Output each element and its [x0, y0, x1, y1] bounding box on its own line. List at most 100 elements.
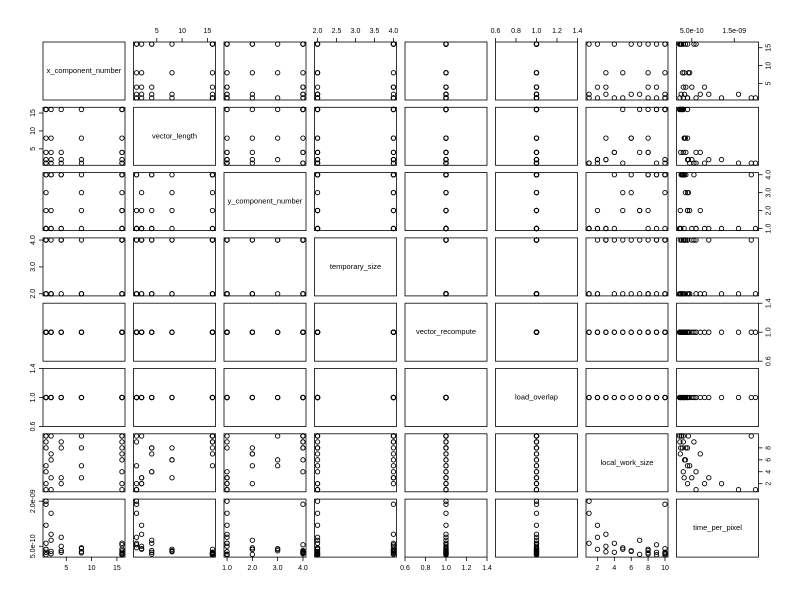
- point: [133, 41, 140, 47]
- point: [701, 329, 708, 335]
- point: [748, 394, 754, 401]
- point: [149, 549, 155, 555]
- panel: [223, 41, 307, 101]
- point: [685, 156, 692, 163]
- point: [138, 189, 145, 196]
- point: [149, 451, 155, 457]
- point: [58, 149, 64, 156]
- point: [628, 41, 634, 47]
- point: [275, 394, 281, 401]
- point: [685, 433, 692, 439]
- point: [443, 537, 449, 543]
- point: [138, 41, 145, 47]
- point: [687, 463, 693, 469]
- point: [390, 160, 397, 166]
- point: [611, 291, 617, 297]
- point: [662, 225, 668, 232]
- point: [249, 463, 255, 469]
- point: [603, 135, 609, 141]
- point: [78, 291, 85, 297]
- point: [637, 149, 643, 156]
- point: [43, 463, 49, 469]
- point: [603, 225, 609, 232]
- point: [209, 551, 216, 558]
- point: [594, 160, 601, 166]
- point: [594, 546, 601, 552]
- point: [620, 189, 626, 196]
- point: [249, 537, 255, 543]
- point: [58, 547, 64, 554]
- point: [701, 225, 708, 232]
- y-tick-label: 4.0: [30, 235, 37, 245]
- point: [43, 237, 49, 243]
- point: [58, 160, 64, 166]
- point: [443, 522, 449, 528]
- point: [533, 445, 540, 451]
- point: [314, 329, 321, 335]
- point: [701, 84, 708, 90]
- point: [653, 106, 660, 113]
- point: [119, 394, 125, 401]
- y-tick-label: 6: [765, 458, 772, 462]
- panel: [404, 237, 488, 297]
- point: [58, 445, 64, 451]
- panel: [585, 106, 669, 166]
- point: [314, 95, 321, 101]
- point: [390, 451, 397, 457]
- point: [300, 135, 306, 141]
- point: [620, 329, 626, 335]
- y-tick-label: 15: [30, 109, 37, 117]
- point: [443, 501, 449, 507]
- point: [748, 172, 754, 178]
- point: [78, 135, 85, 141]
- point: [748, 329, 754, 335]
- y-tick-label: 10: [765, 62, 772, 70]
- point: [662, 237, 668, 243]
- point: [43, 546, 49, 552]
- point: [149, 84, 155, 90]
- point: [443, 463, 449, 469]
- panel: [676, 172, 759, 232]
- point: [689, 475, 695, 481]
- point: [300, 84, 306, 90]
- point: [43, 207, 49, 214]
- point: [680, 433, 686, 439]
- point: [620, 95, 626, 101]
- point: [390, 551, 397, 558]
- point: [443, 469, 449, 475]
- point: [58, 549, 64, 555]
- point: [390, 501, 397, 507]
- point: [314, 394, 321, 401]
- point: [78, 549, 85, 555]
- point: [209, 546, 216, 552]
- point: [628, 135, 634, 141]
- panel: [314, 237, 397, 297]
- panel: [42, 433, 126, 493]
- point: [637, 237, 643, 243]
- point: [681, 237, 687, 243]
- point: [224, 439, 230, 445]
- point: [706, 394, 712, 401]
- panel: [133, 41, 216, 101]
- point: [138, 225, 145, 232]
- point: [586, 291, 592, 297]
- panel: [42, 172, 126, 232]
- point: [586, 498, 592, 504]
- point: [138, 237, 145, 243]
- point: [133, 481, 140, 487]
- point: [48, 172, 54, 178]
- point: [594, 534, 601, 540]
- point: [701, 394, 708, 401]
- point: [209, 41, 216, 47]
- point: [209, 84, 216, 90]
- point: [119, 542, 125, 548]
- point: [691, 439, 697, 445]
- panel: [404, 433, 488, 493]
- point: [169, 445, 175, 451]
- point: [662, 160, 668, 166]
- point: [149, 95, 155, 101]
- point: [224, 433, 230, 439]
- x-tick-label: 4.0: [389, 28, 399, 35]
- point: [119, 439, 125, 445]
- point: [653, 172, 660, 178]
